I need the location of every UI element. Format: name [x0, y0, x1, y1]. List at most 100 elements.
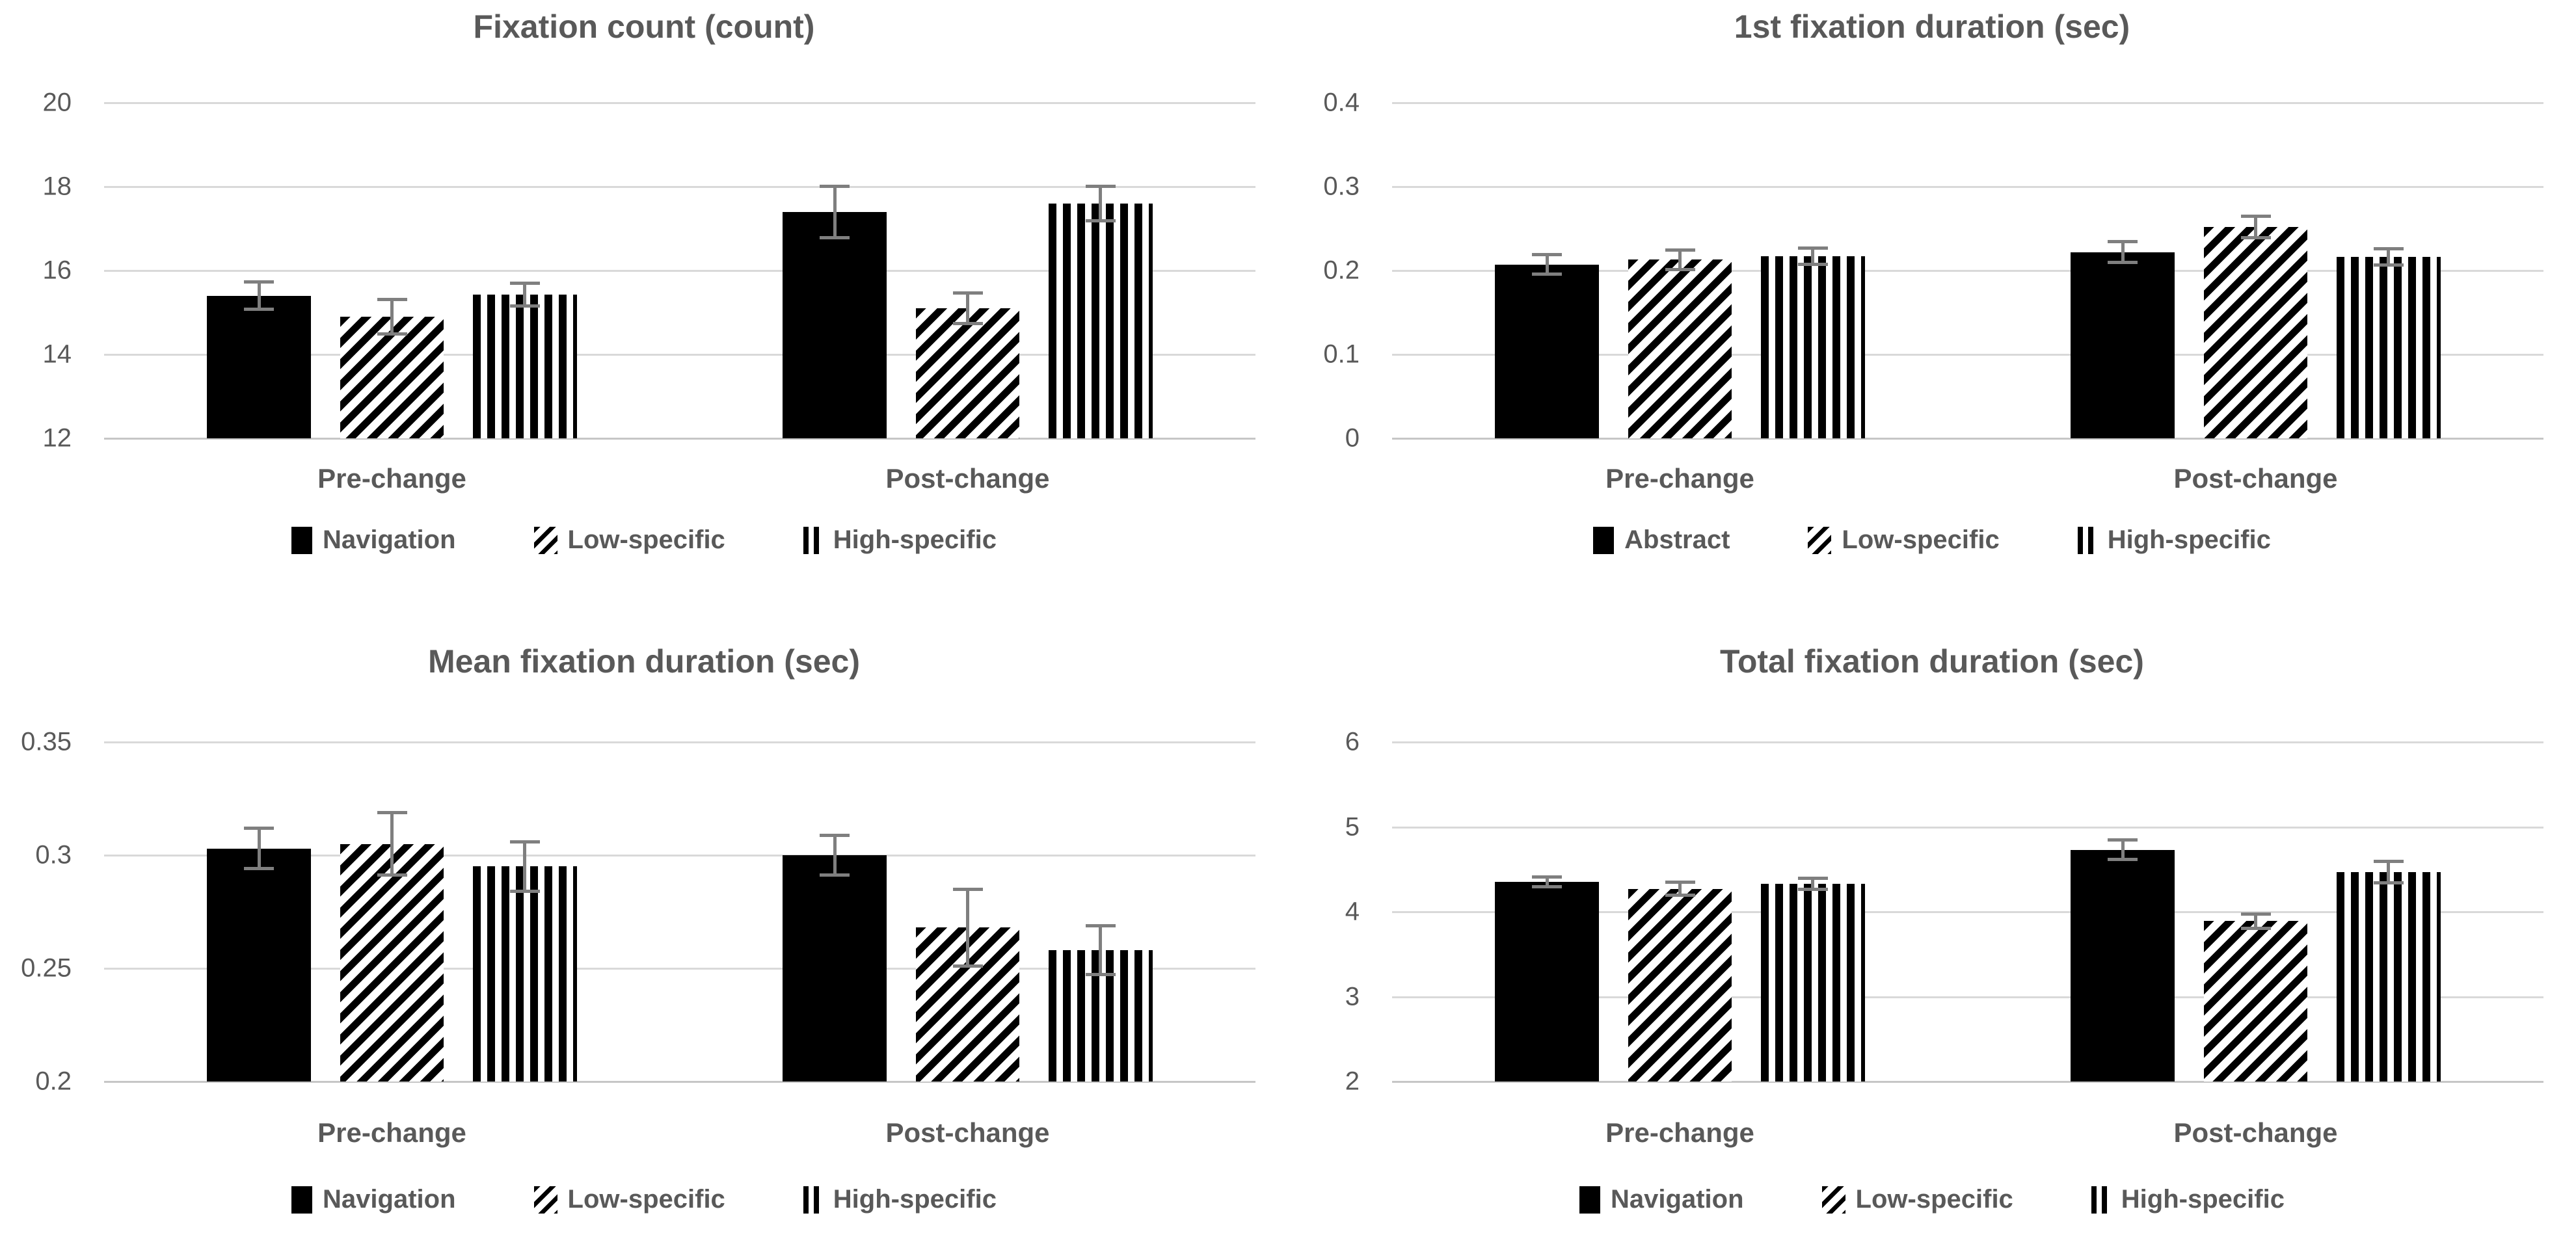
- error-bar: [2121, 241, 2125, 263]
- gridline: [104, 354, 1255, 356]
- y-axis-tick-label: 3: [1345, 982, 1360, 1011]
- y-axis-tick-label: 12: [42, 423, 72, 453]
- legend-label: Low-specific: [1855, 1185, 2013, 1214]
- y-axis: 20 18 16 14 12: [0, 88, 91, 453]
- bar-abstract-pre-change: [1495, 264, 1599, 438]
- error-bar: [2387, 860, 2391, 883]
- category-label-post-change: Post-change: [885, 1117, 1050, 1148]
- legend-label: High-specific: [2121, 1185, 2285, 1214]
- bar-low-specific-post-change: [2203, 921, 2308, 1082]
- y-axis: 0.35 0.3 0.25 0.2: [0, 728, 91, 1096]
- legend-item: High-specific: [2091, 1185, 2285, 1214]
- legend-label: High-specific: [833, 1185, 997, 1214]
- error-bar: [966, 293, 969, 324]
- chart-fixation-count: Fixation count (count) 20 18 16 14 12 Pre-ch…: [0, 0, 1288, 617]
- bar-navigation-post-change: [783, 855, 887, 1082]
- category-label-post-change: Post-change: [2173, 463, 2338, 494]
- legend-label: High-specific: [2107, 525, 2271, 554]
- legend: Navigation Low-specific High-specific: [1288, 1185, 2576, 1214]
- error-bar: [523, 842, 527, 892]
- gridline: [104, 102, 1255, 104]
- y-axis-tick-label: 6: [1345, 727, 1360, 756]
- x-axis: Pre-change Post-change: [104, 1117, 1255, 1151]
- bar-navigation-pre-change: [1495, 882, 1599, 1082]
- bar-low-specific-post-change: [915, 308, 1020, 438]
- legend-marker-diagonal-hatch-icon: [1808, 526, 1832, 554]
- bar-navigation-post-change: [2071, 849, 2175, 1082]
- category-label-pre-change: Pre-change: [1605, 1117, 1754, 1148]
- legend-item: Low-specific: [533, 1185, 725, 1214]
- bar-low-specific-pre-change: [1628, 888, 1732, 1082]
- legend-marker-solid-icon: [1593, 526, 1615, 554]
- error-bar: [257, 282, 261, 310]
- legend-label: Low-specific: [567, 525, 725, 554]
- legend-item: Navigation: [1579, 1185, 1744, 1214]
- bar-low-specific-pre-change: [1628, 259, 1732, 438]
- bar-high-specific-pre-change: [1761, 256, 1865, 438]
- legend-marker-vertical-stripes-icon: [2091, 1186, 2111, 1214]
- gridline: [104, 186, 1255, 188]
- error-bar: [390, 299, 394, 335]
- y-axis-tick-label: 2: [1345, 1067, 1360, 1096]
- bar-abstract-post-change: [2071, 252, 2175, 438]
- error-bar: [1811, 877, 1815, 890]
- plot-area: [104, 741, 1255, 1083]
- x-axis: Pre-change Post-change: [104, 463, 1255, 497]
- y-axis-tick-label: 18: [42, 172, 72, 201]
- plot-area: [1392, 102, 2543, 440]
- gridline: [104, 270, 1255, 272]
- legend-marker-diagonal-hatch-icon: [533, 526, 557, 554]
- legend-item: High-specific: [803, 525, 997, 555]
- gridline: [1392, 354, 2543, 356]
- legend-label: Navigation: [1611, 1185, 1744, 1214]
- legend-label: High-specific: [833, 525, 997, 554]
- error-bar: [2254, 913, 2257, 929]
- error-bar: [1678, 249, 1682, 270]
- y-axis-tick-label: 0.35: [21, 727, 72, 756]
- legend-item: Low-specific: [1808, 525, 2000, 555]
- bar-high-specific-post-change: [2337, 871, 2441, 1082]
- category-label-pre-change: Pre-change: [317, 1117, 466, 1148]
- gridline: [104, 438, 1255, 440]
- error-bar: [1811, 248, 1815, 265]
- bar-navigation-pre-change: [207, 848, 311, 1082]
- gridline: [104, 741, 1255, 743]
- y-axis-tick-label: 4: [1345, 897, 1360, 926]
- category-label-pre-change: Pre-change: [317, 463, 466, 494]
- gridline: [1392, 102, 2543, 104]
- error-bar: [833, 834, 837, 876]
- legend-marker-vertical-stripes-icon: [2077, 526, 2097, 554]
- error-bar: [2387, 248, 2391, 266]
- x-axis: Pre-change Post-change: [1392, 463, 2543, 497]
- legend-label: Low-specific: [1842, 525, 2000, 554]
- y-axis-tick-label: 0.25: [21, 953, 72, 983]
- y-axis-tick-label: 0.2: [35, 1067, 72, 1096]
- error-bar: [2254, 216, 2257, 238]
- legend-label: Abstract: [1624, 525, 1730, 554]
- bar-low-specific-pre-change: [340, 843, 444, 1082]
- legend-item: Low-specific: [533, 525, 725, 555]
- legend-marker-vertical-stripes-icon: [803, 526, 823, 554]
- y-axis-tick-label: 0: [1345, 423, 1360, 453]
- legend-label: Navigation: [323, 525, 456, 554]
- category-label-pre-change: Pre-change: [1605, 463, 1754, 494]
- error-bar: [523, 282, 527, 306]
- chart-title: Mean fixation duration (sec): [428, 643, 860, 680]
- y-axis-tick-label: 0.1: [1323, 339, 1360, 369]
- gridline: [1392, 1081, 2543, 1083]
- chart-title: Fixation count (count): [473, 8, 815, 45]
- chart-1st-fixation-duration: 1st fixation duration (sec) 0.4 0.3 0.2 0.1…: [1288, 0, 2576, 617]
- error-bar: [1099, 185, 1103, 221]
- bar-low-specific-pre-change: [340, 316, 444, 438]
- chart-mean-fixation-duration: Mean fixation duration (sec) 0.35 0.3 0.25…: [0, 618, 1288, 1235]
- bar-high-specific-pre-change: [1761, 883, 1865, 1082]
- legend-marker-solid-icon: [291, 526, 313, 554]
- gridline: [1392, 911, 2543, 913]
- legend-marker-vertical-stripes-icon: [803, 1186, 823, 1214]
- y-axis-tick-label: 0.3: [35, 840, 72, 870]
- gridline: [104, 968, 1255, 970]
- gridline: [104, 854, 1255, 857]
- y-axis-tick-label: 5: [1345, 812, 1360, 841]
- error-bar: [257, 828, 261, 869]
- error-bar: [966, 889, 969, 966]
